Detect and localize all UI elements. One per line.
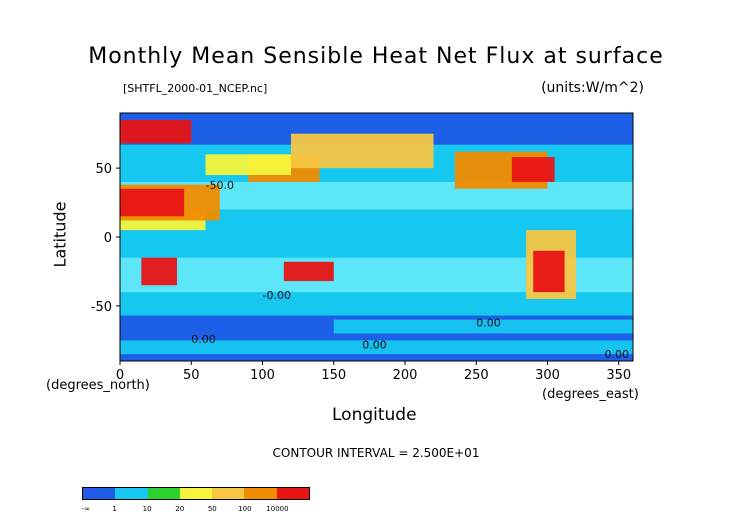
colorbar-swatch	[244, 488, 277, 499]
chart-title: Monthly Mean Sensible Heat Net Flux at s…	[88, 44, 664, 69]
x-axis-ticks: 0 50 100 150 200 250 300 350	[116, 361, 631, 383]
y-axis-label: Latitude	[50, 201, 70, 268]
source-file-label: [SHTFL_2000-01_NCEP.nc]	[123, 82, 268, 95]
field-region-10	[511, 157, 555, 182]
x-tick-label: 50	[183, 368, 200, 383]
y-axis-ticks: -50 0 50	[91, 162, 120, 315]
x-tick-label: 350	[606, 368, 631, 383]
x-axis-unit-label: (degrees_east)	[542, 387, 639, 402]
colorbar-swatch	[83, 488, 116, 499]
field-region-12	[533, 250, 565, 293]
colorbar-swatch	[147, 488, 180, 499]
y-tick-label: 50	[95, 162, 112, 177]
field-region-18	[120, 340, 633, 355]
x-tick-label: 150	[321, 368, 346, 383]
colorbar-label: 10	[142, 505, 152, 513]
colorbar-label: 100	[238, 505, 252, 513]
contour-label: 0.00	[476, 317, 501, 330]
units-label: (units:W/m^2)	[541, 80, 644, 96]
field-region-14	[120, 119, 192, 144]
colorbar-swatch	[212, 488, 245, 499]
colorbar-label: -∞	[81, 505, 91, 513]
colorbar-label: 20	[175, 505, 185, 513]
field-region-13	[141, 257, 177, 286]
colorbar	[82, 487, 310, 500]
x-tick-label: 200	[393, 368, 418, 383]
x-tick-label: 250	[464, 368, 489, 383]
x-tick-label: 100	[250, 368, 275, 383]
field-region-15	[291, 133, 434, 169]
x-axis-label: Longitude	[332, 405, 417, 425]
contour-label: 0.00	[605, 348, 630, 361]
colorbar-swatch	[179, 488, 213, 499]
field-region-16	[205, 154, 291, 175]
contour-label: 0.00	[362, 339, 387, 352]
colorbar-swatch	[115, 488, 148, 499]
contour-interval-label: CONTOUR INTERVAL = 2.500E+01	[272, 446, 480, 460]
y-axis-unit-label: (degrees_north)	[46, 378, 150, 393]
colorbar-label: 50	[207, 505, 217, 513]
x-tick-label: 300	[535, 368, 560, 383]
field-region-17	[333, 319, 633, 334]
contour-label: 0.00	[191, 333, 216, 346]
flux-field	[120, 113, 633, 361]
y-tick-label: 0	[104, 231, 112, 246]
contour-label: -50.0	[206, 179, 234, 192]
contour-labels: -50.0 -0.00 0.00 0.00 0.00 0.00	[191, 179, 629, 361]
x-tick-label: 0	[116, 368, 124, 383]
contour-label: -0.00	[263, 289, 291, 302]
colorbar-swatch	[276, 488, 309, 499]
field-region-6	[120, 188, 185, 217]
y-tick-label: -50	[91, 300, 112, 315]
colorbar-label: 10000	[266, 505, 289, 513]
colorbar-label: 1	[112, 505, 117, 513]
field-region-8	[283, 261, 334, 282]
